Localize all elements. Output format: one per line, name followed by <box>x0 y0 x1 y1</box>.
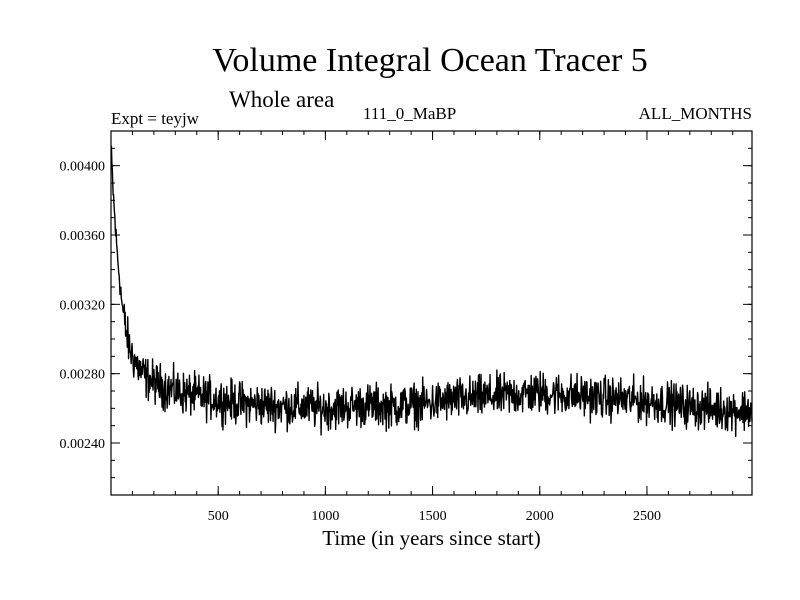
series-line-tracer-5 <box>110 145 753 438</box>
axis-ticks <box>111 131 752 495</box>
x-tick-label: 2500 <box>633 509 661 524</box>
x-tick-label: 2000 <box>526 509 554 524</box>
y-tick-label: 0.00240 <box>60 437 106 452</box>
run-label: 111_0_MaBP <box>363 104 457 123</box>
tick-labels: 500 1000 1500 2000 2500 0.00240 0.00280 0.00320… <box>60 160 661 524</box>
y-tick-label: 0.00360 <box>60 229 106 244</box>
chart-title: Volume Integral Ocean Tracer 5 <box>212 42 648 79</box>
experiment-label: Expt = teyjw <box>111 109 199 128</box>
y-tick-label: 0.00320 <box>60 298 106 313</box>
y-tick-label: 0.00400 <box>60 160 106 175</box>
x-tick-label: 1500 <box>419 509 447 524</box>
y-tick-label: 0.00280 <box>60 368 106 383</box>
months-label: ALL_MONTHS <box>638 104 752 123</box>
x-axis-label: Time (in years since start) <box>322 526 541 550</box>
chart-subtitle: Whole area <box>229 87 335 112</box>
x-tick-label: 500 <box>208 509 229 524</box>
plot-frame <box>110 130 753 496</box>
x-tick-label: 1000 <box>311 509 339 524</box>
